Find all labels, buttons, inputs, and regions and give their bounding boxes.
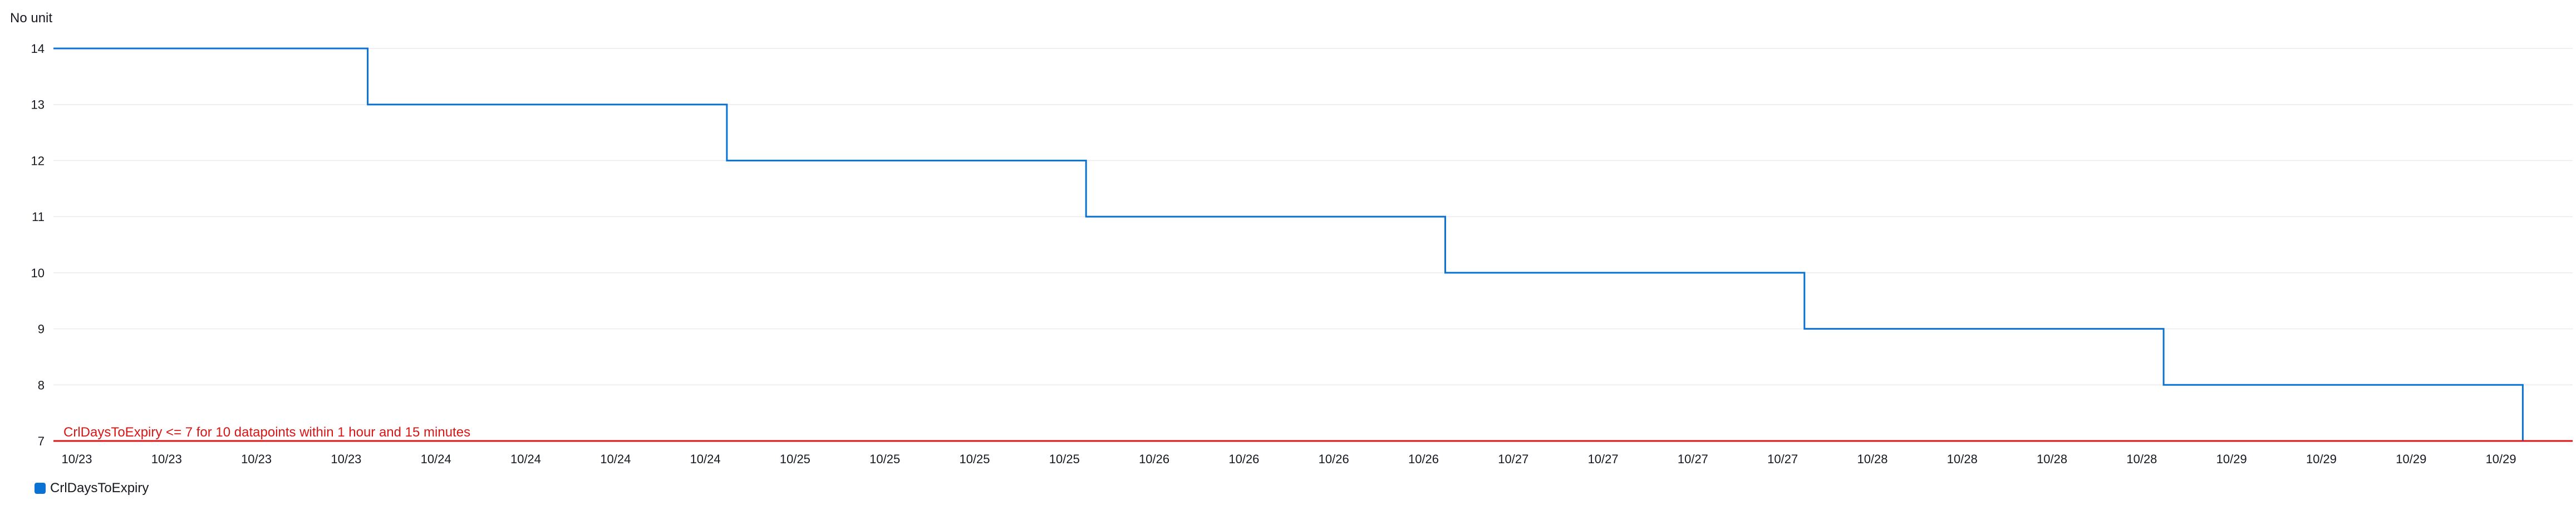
x-tick-label: 10/24 bbox=[690, 452, 721, 466]
x-tick-label: 10/25 bbox=[869, 452, 900, 466]
x-tick-label: 10/26 bbox=[1408, 452, 1439, 466]
x-tick-label: 10/27 bbox=[1588, 452, 1619, 466]
x-tick-label: 10/23 bbox=[331, 452, 361, 466]
x-tick-label: 10/25 bbox=[959, 452, 990, 466]
x-tick-label: 10/28 bbox=[2126, 452, 2157, 466]
x-tick-label: 10/23 bbox=[61, 452, 92, 466]
y-tick-label: 11 bbox=[32, 210, 45, 224]
x-tick-label: 10/29 bbox=[2486, 452, 2516, 466]
x-tick-label: 10/25 bbox=[780, 452, 810, 466]
x-tick-label: 10/28 bbox=[2037, 452, 2067, 466]
legend[interactable]: CrlDaysToExpiry bbox=[35, 480, 149, 496]
y-tick-label: 9 bbox=[38, 322, 45, 336]
x-tick-label: 10/28 bbox=[1947, 452, 1978, 466]
legend-swatch bbox=[35, 483, 46, 494]
y-unit-label: No unit bbox=[10, 11, 52, 26]
x-tick-label: 10/24 bbox=[600, 452, 631, 466]
y-tick-label: 7 bbox=[38, 434, 45, 448]
y-axis-ticks: 7 8 9 10 11 12 13 14 bbox=[31, 42, 45, 448]
x-tick-label: 10/27 bbox=[1498, 452, 1528, 466]
x-tick-label: 10/26 bbox=[1228, 452, 1259, 466]
x-axis-ticks: 10/23 10/23 10/23 10/23 10/24 10/24 10/24 10/24… bbox=[61, 452, 2516, 466]
threshold-label: CrlDaysToExpiry <= 7 for 10 datapoints w… bbox=[63, 425, 470, 440]
y-tick-label: 14 bbox=[31, 42, 45, 56]
x-tick-label: 10/24 bbox=[510, 452, 541, 466]
x-tick-label: 10/27 bbox=[1767, 452, 1798, 466]
x-tick-label: 10/29 bbox=[2216, 452, 2247, 466]
x-tick-label: 10/25 bbox=[1049, 452, 1080, 466]
series-line-CrlDaysToExpiry bbox=[53, 47, 2524, 441]
threshold-layer: CrlDaysToExpiry <= 7 for 10 datapoints w… bbox=[53, 425, 2573, 442]
x-tick-label: 10/27 bbox=[1678, 452, 1708, 466]
x-tick-label: 10/26 bbox=[1319, 452, 1349, 466]
x-tick-label: 10/26 bbox=[1139, 452, 1169, 466]
x-tick-label: 10/24 bbox=[421, 452, 451, 466]
y-tick-label: 10 bbox=[31, 266, 45, 280]
y-tick-label: 13 bbox=[31, 98, 45, 112]
legend-label: CrlDaysToExpiry bbox=[50, 480, 149, 496]
x-tick-label: 10/29 bbox=[2396, 452, 2426, 466]
x-tick-label: 10/29 bbox=[2306, 452, 2337, 466]
y-tick-label: 12 bbox=[31, 154, 45, 168]
x-tick-label: 10/23 bbox=[151, 452, 182, 466]
x-tick-label: 10/23 bbox=[241, 452, 272, 466]
series-layer bbox=[53, 47, 2524, 441]
y-tick-label: 8 bbox=[38, 378, 45, 392]
x-tick-label: 10/28 bbox=[1857, 452, 1887, 466]
